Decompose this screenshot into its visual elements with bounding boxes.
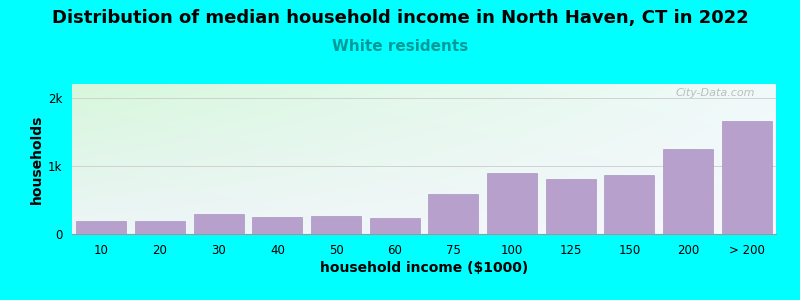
Bar xyxy=(77,221,126,234)
Text: City-Data.com: City-Data.com xyxy=(675,88,755,98)
Bar xyxy=(135,221,185,234)
Bar xyxy=(722,121,771,234)
Bar xyxy=(311,216,361,234)
Text: Distribution of median household income in North Haven, CT in 2022: Distribution of median household income … xyxy=(52,9,748,27)
Bar xyxy=(253,217,302,234)
Bar xyxy=(663,149,713,234)
Bar xyxy=(487,173,537,234)
Bar xyxy=(194,214,243,234)
Bar xyxy=(370,218,419,234)
Bar xyxy=(429,194,478,234)
X-axis label: household income ($1000): household income ($1000) xyxy=(320,261,528,275)
Bar xyxy=(546,179,595,234)
Bar xyxy=(605,175,654,234)
Text: White residents: White residents xyxy=(332,39,468,54)
Y-axis label: households: households xyxy=(30,114,44,204)
